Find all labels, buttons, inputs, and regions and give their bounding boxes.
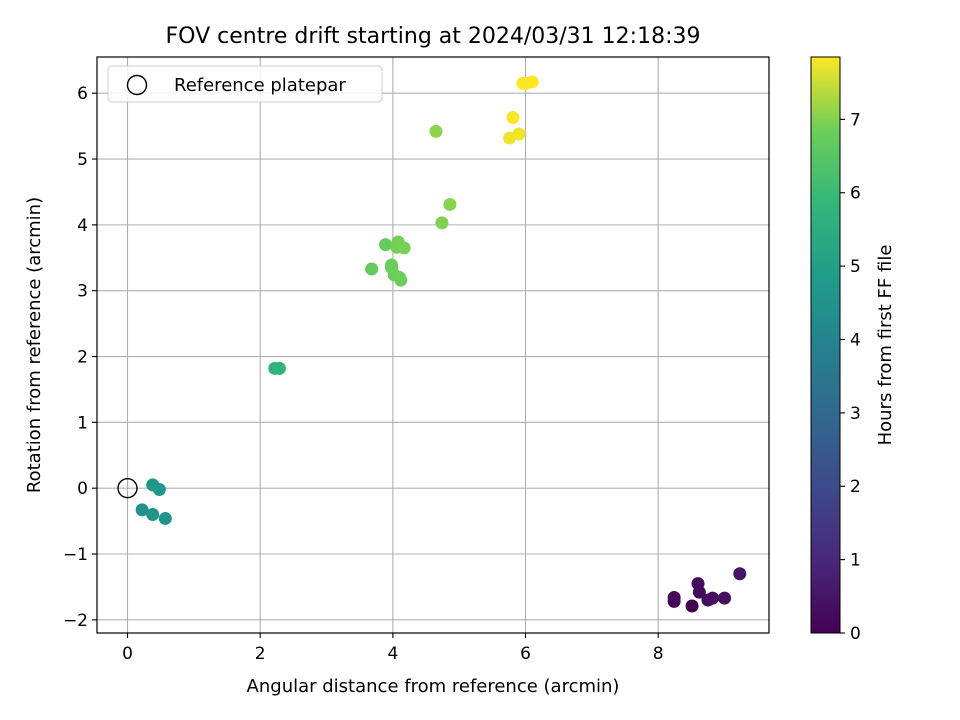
data-point: [379, 238, 393, 252]
y-tick-label: 0: [77, 479, 88, 499]
data-point: [667, 590, 681, 604]
data-point: [158, 511, 172, 525]
data-point: [525, 75, 539, 89]
legend-entry-label: Reference platepar: [174, 75, 346, 96]
data-point: [385, 258, 399, 272]
x-axis-ticks: 0 2 4 6 8: [122, 633, 664, 664]
reference-platepar-marker: [117, 477, 138, 499]
y-axis-ticks: −2 −1 0 1 2 3 4 5 6: [63, 84, 97, 631]
y-tick-label: −1: [63, 545, 88, 565]
data-point: [691, 577, 705, 591]
colorbar-label: Hours from first FF file: [875, 245, 896, 446]
data-point: [365, 262, 379, 276]
data-point: [146, 508, 160, 522]
data-point: [272, 361, 286, 375]
data-point: [706, 591, 720, 605]
colorbar-tick-label: 5: [850, 257, 861, 277]
x-tick-label: 4: [387, 644, 398, 664]
colorbar: 0 1 2 3 4 5 6 7 Hours from first FF file: [810, 56, 896, 644]
x-tick-label: 2: [255, 644, 266, 664]
plot-area-frame: [96, 56, 770, 634]
y-tick-label: −2: [63, 611, 88, 631]
colorbar-tick-label: 7: [850, 110, 861, 130]
data-point: [685, 599, 699, 613]
y-tick-label: 6: [77, 84, 88, 104]
y-tick-label: 2: [77, 348, 88, 368]
data-point: [397, 241, 411, 255]
colorbar-tick-label: 2: [850, 477, 861, 497]
x-tick-label: 6: [520, 644, 531, 664]
colorbar-ticks: 0 1 2 3 4 5 6 7: [840, 110, 861, 644]
data-point: [152, 482, 166, 496]
y-tick-label: 3: [77, 282, 88, 302]
colorbar-tick-label: 0: [850, 624, 861, 644]
data-point: [429, 124, 443, 138]
x-tick-label: 0: [122, 644, 133, 664]
data-point: [512, 127, 526, 141]
data-point: [443, 197, 457, 211]
y-tick-label: 1: [77, 413, 88, 433]
grid-lines: [97, 57, 769, 633]
data-point: [733, 567, 747, 581]
colorbar-tick-label: 4: [850, 330, 861, 350]
y-tick-label: 5: [77, 150, 88, 170]
colorbar-gradient: [810, 56, 841, 634]
data-point: [135, 503, 149, 517]
y-tick-label: 4: [77, 216, 88, 236]
y-axis-label: Rotation from reference (arcmin): [24, 197, 45, 493]
data-point: [435, 216, 449, 230]
data-point: [394, 273, 408, 287]
legend: Reference platepar: [107, 65, 383, 103]
data-point: [718, 591, 732, 605]
chart-title: FOV centre drift starting at 2024/03/31 …: [166, 24, 701, 49]
data-point: [506, 111, 520, 125]
data-points: [135, 75, 747, 613]
legend-reference-marker-icon: [126, 74, 148, 96]
colorbar-tick-label: 3: [850, 404, 861, 424]
legend-box: [107, 65, 383, 103]
x-tick-label: 8: [653, 644, 664, 664]
colorbar-tick-label: 6: [850, 184, 861, 204]
colorbar-tick-label: 1: [850, 551, 861, 571]
x-axis-label: Angular distance from reference (arcmin): [247, 676, 620, 697]
